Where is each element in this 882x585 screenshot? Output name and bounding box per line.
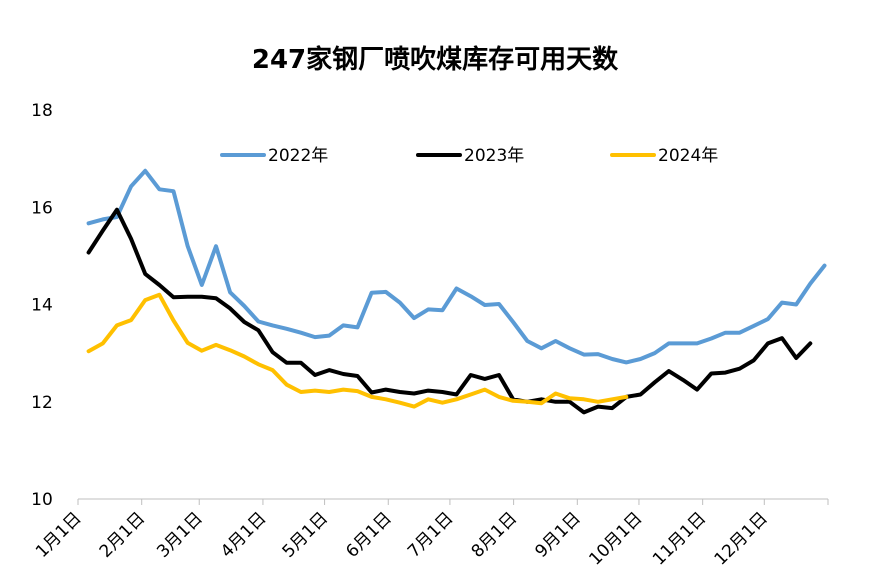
- x-tick-label: 10月1日: [585, 508, 646, 569]
- series-lines: [86, 168, 827, 415]
- x-tick-label: 11月1日: [649, 508, 710, 569]
- series-line-2023年: [86, 207, 813, 415]
- chart-title: 247家钢厂喷吹煤库存可用天数: [252, 44, 619, 75]
- y-tick-label: 18: [31, 101, 53, 121]
- y-tick-label: 14: [31, 296, 53, 316]
- x-tick-label: 2月1日: [96, 508, 149, 561]
- x-axis-ticks: 1月1日 2月1日 3月1日 4月1日 5月1日 6月1日 7月1日 8月1日 9月1日 10月1…: [32, 508, 772, 569]
- y-axis-ticks: 10 12 14 16 18: [31, 101, 53, 510]
- x-tick-label: 5月1日: [279, 508, 332, 561]
- x-tick-label: 4月1日: [217, 508, 270, 561]
- legend-label: 2023年: [464, 146, 524, 166]
- legend-label: 2022年: [268, 146, 328, 166]
- x-tick-label: 3月1日: [153, 508, 206, 561]
- legend: 2022年 2023年 2024年: [220, 146, 718, 166]
- x-tick-label: 9月1日: [531, 508, 584, 561]
- x-tick-label: 8月1日: [468, 508, 521, 561]
- series-line-2024年: [86, 292, 629, 409]
- axes: [77, 498, 829, 505]
- series-line-2022年: [86, 168, 827, 365]
- x-tick-label: 7月1日: [404, 508, 457, 561]
- x-tick-label: 1月1日: [32, 508, 85, 561]
- y-tick-label: 12: [31, 393, 53, 413]
- x-tick-label: 6月1日: [342, 508, 395, 561]
- y-tick-label: 16: [31, 198, 53, 218]
- x-tick-label: 12月1日: [711, 508, 772, 569]
- legend-label: 2024年: [658, 146, 718, 166]
- y-tick-label: 10: [31, 490, 53, 510]
